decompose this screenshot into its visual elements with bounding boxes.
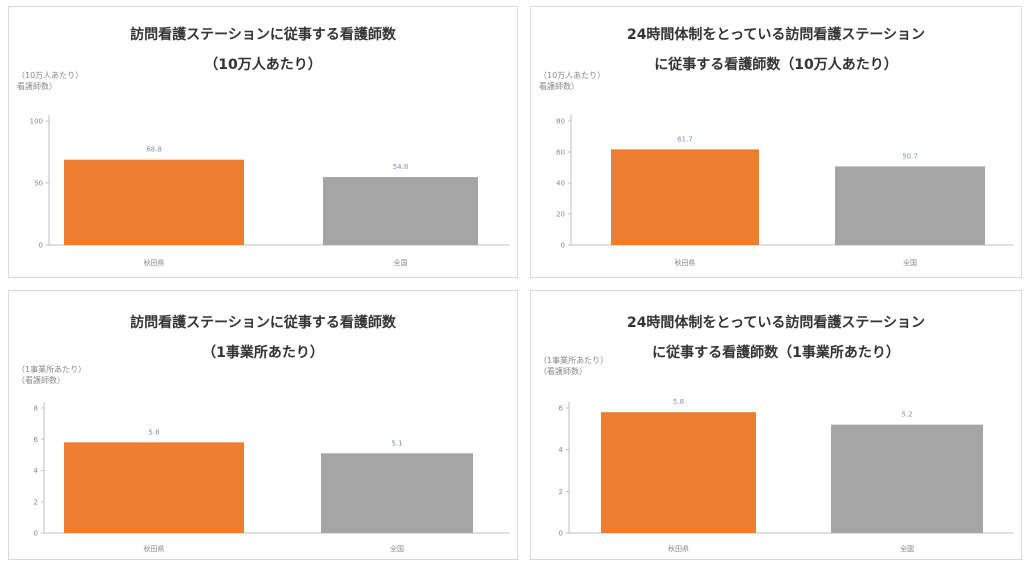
bar-akita xyxy=(64,159,244,245)
chart-panel-visiting-nurses-per-100k: 訪問看護ステーションに従事する看護師数 （10万人あたり） （10万人あたり） … xyxy=(8,6,518,278)
category-label: 全国 xyxy=(900,544,914,553)
chart-plot-area: 0 50 100 68.8 秋田県 54.8 全国 xyxy=(30,115,509,267)
bar-national xyxy=(321,453,473,533)
chart-title: 訪問看護ステーションに従事する看護師数 （1事業所あたり） xyxy=(9,313,517,363)
data-label: 54.8 xyxy=(393,163,409,171)
chart-plot-area: 0 2 4 6 5.8 秋田県 5.2 全国 xyxy=(559,398,1013,553)
y-axis-unit-line1: （10万人あたり） xyxy=(539,71,606,80)
y-tick-label: 4 xyxy=(34,467,39,475)
chart-title-line2: に従事する看護師数（1事業所あたり） xyxy=(652,345,900,361)
chart-title-line1: 訪問看護ステーションに従事する看護師数 xyxy=(130,27,396,43)
bar-national xyxy=(323,177,478,245)
chart-title: 24時間体制をとっている訪問看護ステーション に従事する看護師数（1事業所あたり… xyxy=(531,313,1021,363)
y-tick-label: 0 xyxy=(559,530,563,538)
category-label: 秋田県 xyxy=(144,258,165,267)
category-label: 秋田県 xyxy=(144,544,165,553)
y-tick-label: 100 xyxy=(30,118,43,126)
category-label: 秋田県 xyxy=(668,544,689,553)
y-tick-label: 60 xyxy=(556,149,565,157)
y-tick-label: 6 xyxy=(34,436,39,444)
chart-title: 訪問看護ステーションに従事する看護師数 （10万人あたり） xyxy=(9,25,517,75)
category-label: 全国 xyxy=(394,258,408,267)
y-axis-unit-line1: （10万人あたり） xyxy=(17,71,84,80)
bar-national xyxy=(835,166,985,245)
y-tick-label: 8 xyxy=(34,405,38,413)
y-tick-label: 2 xyxy=(34,498,38,506)
y-axis-unit-line1: （1事業所あたり） xyxy=(17,365,87,374)
data-label: 5.8 xyxy=(673,398,684,406)
category-label: 全国 xyxy=(390,544,404,553)
y-tick-label: 2 xyxy=(559,488,563,496)
data-label: 5.8 xyxy=(148,428,159,436)
y-axis-unit-line2: （看護師数） xyxy=(17,376,65,385)
chart-panel-visiting-nurses-per-office: 訪問看護ステーションに従事する看護師数 （1事業所あたり） （1事業所あたり） … xyxy=(8,290,518,560)
y-axis-unit-line1: （1事業所あたり） xyxy=(539,356,609,365)
data-label: 5.2 xyxy=(901,411,912,419)
data-label: 5.1 xyxy=(391,439,402,447)
y-tick-label: 0 xyxy=(39,242,43,250)
chart-title-line2: に従事する看護師数（10万人あたり） xyxy=(654,57,898,73)
y-tick-label: 40 xyxy=(556,180,565,188)
y-axis-unit-line2: （看護師数） xyxy=(539,367,587,376)
bar-akita xyxy=(601,412,756,533)
y-axis-unit-line2: 看護師数） xyxy=(539,82,579,91)
bar-national xyxy=(831,424,983,533)
chart-title-line2: （1事業所あたり） xyxy=(202,345,324,361)
chart-title-line1: 24時間体制をとっている訪問看護ステーション xyxy=(626,27,926,43)
bar-akita xyxy=(611,149,759,245)
chart-panel-24h-nurses-per-100k: 24時間体制をとっている訪問看護ステーション に従事する看護師数（10万人あたり… xyxy=(530,6,1022,278)
chart-plot-area: 0 20 40 60 80 61.7 秋田県 50.7 全国 xyxy=(556,115,1013,267)
y-tick-label: 50 xyxy=(34,180,43,188)
chart-title-line1: 訪問看護ステーションに従事する看護師数 xyxy=(130,315,396,331)
y-tick-label: 0 xyxy=(34,530,38,538)
y-axis-unit: （1事業所あたり） （看護師数） xyxy=(539,355,608,377)
bar-akita xyxy=(64,442,244,533)
chart-panel-24h-nurses-per-office: 24時間体制をとっている訪問看護ステーション に従事する看護師数（1事業所あたり… xyxy=(530,290,1022,560)
y-tick-label: 80 xyxy=(556,118,565,126)
category-label: 秋田県 xyxy=(675,258,696,267)
data-label: 50.7 xyxy=(902,152,918,160)
data-label: 68.8 xyxy=(146,146,162,154)
y-axis-unit: （1事業所あたり） （看護師数） xyxy=(17,364,86,386)
y-tick-label: 4 xyxy=(559,446,564,454)
y-axis-unit: （10万人あたり） 看護師数） xyxy=(539,70,605,92)
y-axis-unit: （10万人あたり） 看護師数） xyxy=(17,70,83,92)
chart-title: 24時間体制をとっている訪問看護ステーション に従事する看護師数（10万人あたり… xyxy=(531,25,1021,75)
data-label: 61.7 xyxy=(677,135,693,143)
y-tick-label: 0 xyxy=(561,242,565,250)
y-tick-label: 6 xyxy=(559,405,564,413)
chart-title-line2: （10万人あたり） xyxy=(204,57,322,73)
y-axis-unit-line2: 看護師数） xyxy=(17,82,57,91)
category-label: 全国 xyxy=(903,258,917,267)
chart-title-line1: 24時間体制をとっている訪問看護ステーション xyxy=(626,315,926,331)
chart-plot-area: 0 2 4 6 8 5.8 秋田県 5.1 全国 xyxy=(34,402,509,553)
y-tick-label: 20 xyxy=(556,211,565,219)
